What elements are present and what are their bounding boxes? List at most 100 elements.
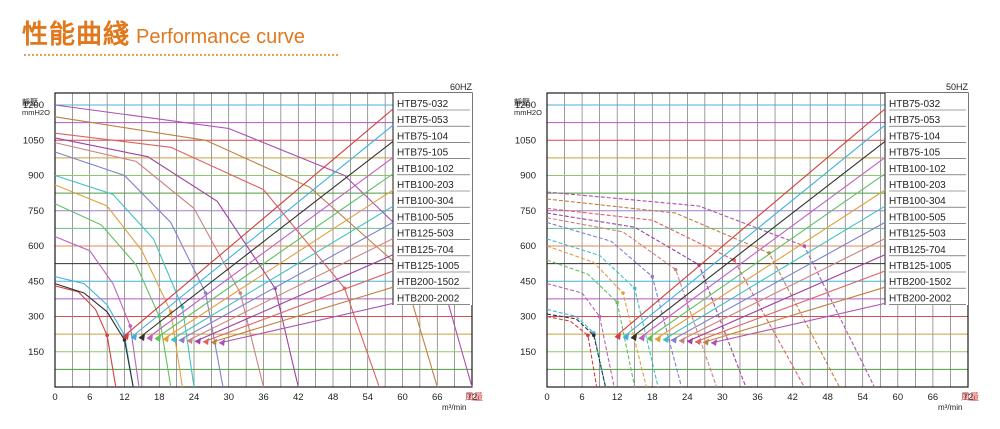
y-axis-unit: mmH2O	[22, 108, 50, 117]
legend-entry: HTB100-203	[889, 180, 946, 191]
legend-leader-arrow	[687, 337, 693, 345]
series-curve	[546, 198, 840, 388]
y-axis-label: 靜壓	[514, 97, 530, 107]
legend-leader-line	[178, 221, 394, 341]
legend: HTB75-032 HTB75-053 HTB75-104 HTB75-105 HTB1…	[122, 93, 472, 346]
legend-leader-arrow	[647, 335, 653, 342]
legend-leader-line	[202, 270, 394, 343]
legend-leader-line	[186, 238, 394, 342]
legend-leader-line	[614, 108, 886, 338]
y-tick-label: 1050	[515, 135, 536, 146]
legend-entry: HTB100-102	[397, 164, 454, 175]
legend-leader-arrow	[615, 333, 621, 340]
x-tick-label: 0	[544, 392, 549, 403]
legend-entry: HTB125-503	[397, 229, 454, 240]
legend-leader-arrow	[679, 337, 685, 344]
x-tick-label: 60	[893, 392, 904, 403]
legend-leader-line	[170, 205, 394, 341]
series-marker	[615, 300, 619, 305]
series-marker	[122, 338, 127, 342]
legend-entry: HTB125-704	[397, 245, 454, 256]
legend-leader-line	[702, 286, 886, 344]
legend-leader-line	[694, 270, 886, 343]
series-curve	[54, 184, 183, 388]
x-tick-label: 48	[822, 392, 833, 403]
series-curve	[54, 142, 265, 388]
x-tick-label: 72	[467, 392, 478, 403]
section-heading: 性能曲綫 Performance curve	[22, 14, 338, 56]
y-tick-label: 450	[520, 276, 536, 287]
y-tick-label: 1200	[515, 100, 536, 111]
y-tick-label: 150	[28, 347, 44, 358]
legend-entry: HTB75-032	[889, 99, 941, 110]
legend-entry: HTB200-1502	[889, 277, 952, 288]
series-curve	[54, 283, 134, 388]
y-tick-label: 300	[28, 312, 44, 323]
series-curve	[546, 217, 718, 388]
x-tick-label: 60	[397, 392, 408, 403]
series-curve	[54, 203, 172, 388]
legend-background	[885, 93, 968, 305]
heading-english: Performance curve	[136, 26, 305, 48]
legend-leader-line	[146, 157, 394, 339]
series-curve	[546, 221, 683, 388]
legend-leader-line	[638, 157, 886, 339]
legend-leader-arrow	[163, 335, 169, 343]
series-curve	[546, 315, 598, 388]
series-marker	[238, 291, 243, 295]
legend-leader-arrow	[139, 334, 145, 341]
legend-leader-line	[210, 286, 394, 344]
y-tick-label: 1200	[23, 100, 44, 111]
x-tick-label: 12	[119, 392, 130, 403]
legend-leader-line	[686, 254, 886, 343]
frequency-label: 50HZ	[946, 82, 969, 92]
y-tick-label: 750	[520, 206, 536, 217]
legend-leader-arrow	[711, 339, 717, 346]
series-curve	[546, 313, 607, 388]
legend-leader-arrow	[671, 336, 677, 344]
legend-leader-arrow	[703, 338, 709, 346]
x-tick-label: 54	[362, 392, 373, 403]
series-marker	[632, 286, 637, 291]
series-curve	[54, 236, 140, 388]
legend-leader-line	[670, 221, 886, 341]
legend-entry: HTB75-104	[889, 131, 941, 142]
legend-leader-arrow	[655, 335, 661, 343]
legend-entry: HTB125-1005	[889, 261, 952, 272]
y-tick-label: 300	[520, 312, 536, 323]
legend-entry: HTB100-203	[397, 180, 454, 191]
legend-leader-arrow	[211, 338, 217, 346]
y-axis-label: 靜壓	[22, 97, 38, 107]
legend-leader-arrow	[219, 339, 225, 346]
y-tick-label: 750	[28, 206, 44, 217]
x-tick-label: 6	[579, 392, 584, 403]
x-tick-label: 36	[258, 392, 269, 403]
legend-entry: HTB75-104	[397, 131, 449, 142]
x-tick-label: 0	[52, 392, 57, 403]
legend-leader-arrow	[147, 334, 153, 342]
legend-leader-line	[646, 173, 886, 340]
series-curve	[546, 283, 615, 388]
legend-entry: HTB75-032	[397, 99, 449, 110]
legend-leader-line	[138, 140, 394, 339]
series-marker	[597, 314, 602, 319]
y-tick-label: 900	[28, 171, 44, 182]
legend-entry: HTB75-105	[397, 148, 449, 159]
series-marker	[128, 324, 133, 328]
x-tick-label: 48	[328, 392, 339, 403]
series-marker	[105, 333, 109, 338]
x-tick-label: 54	[857, 392, 868, 403]
legend-entry: HTB75-105	[889, 148, 941, 159]
legend-leader-line	[678, 238, 886, 342]
series-curve	[54, 116, 438, 388]
legend-leader-line	[622, 124, 886, 338]
series-curve	[54, 132, 380, 388]
series-marker	[802, 244, 807, 248]
legend-entry: HTB100-505	[397, 212, 454, 223]
legend-leader-line	[122, 108, 394, 338]
legend-leader-line	[162, 189, 394, 340]
x-tick-label: 18	[647, 392, 658, 403]
x-tick-label: 30	[223, 392, 234, 403]
x-tick-label: 42	[293, 392, 304, 403]
y-tick-label: 150	[520, 347, 536, 358]
